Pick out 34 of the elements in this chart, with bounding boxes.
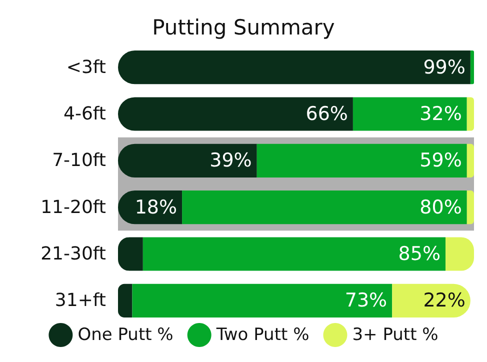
bar: [142, 237, 446, 271]
bar: [256, 144, 467, 178]
bar: [132, 284, 392, 318]
data-label: 66%: [306, 103, 348, 125]
bar: [466, 144, 474, 178]
bar: [470, 50, 474, 84]
legend-label: One Putt %: [78, 325, 174, 345]
chart-title: Putting Summary: [152, 16, 335, 40]
bar: [118, 237, 143, 271]
y-tick-label: 11-20ft: [40, 196, 106, 218]
legend-label: 3+ Putt %: [352, 325, 438, 345]
data-label: 59%: [420, 150, 462, 172]
bar: [352, 97, 467, 131]
data-label: 99%: [423, 56, 466, 78]
bar: [466, 97, 474, 131]
bar: [118, 144, 257, 178]
data-label: 39%: [210, 150, 252, 172]
y-tick-label: 7-10ft: [52, 150, 106, 172]
data-label: 85%: [398, 243, 441, 265]
data-label: 80%: [420, 196, 462, 218]
data-label: 32%: [420, 103, 462, 125]
y-tick-label: 21-30ft: [40, 244, 106, 264]
y-tick-label: <3ft: [66, 56, 106, 78]
legend-label: Two Putt %: [215, 325, 310, 345]
data-label: 22%: [423, 290, 466, 312]
y-tick-label: 4-6ft: [64, 104, 106, 124]
bar: [118, 284, 132, 318]
bar: [392, 284, 470, 318]
bar: [118, 50, 470, 84]
data-label: 73%: [344, 290, 388, 312]
y-tick-label: 31+ft: [54, 290, 106, 312]
bar: [466, 190, 474, 224]
data-label: 18%: [134, 196, 178, 218]
bar: [118, 97, 353, 131]
